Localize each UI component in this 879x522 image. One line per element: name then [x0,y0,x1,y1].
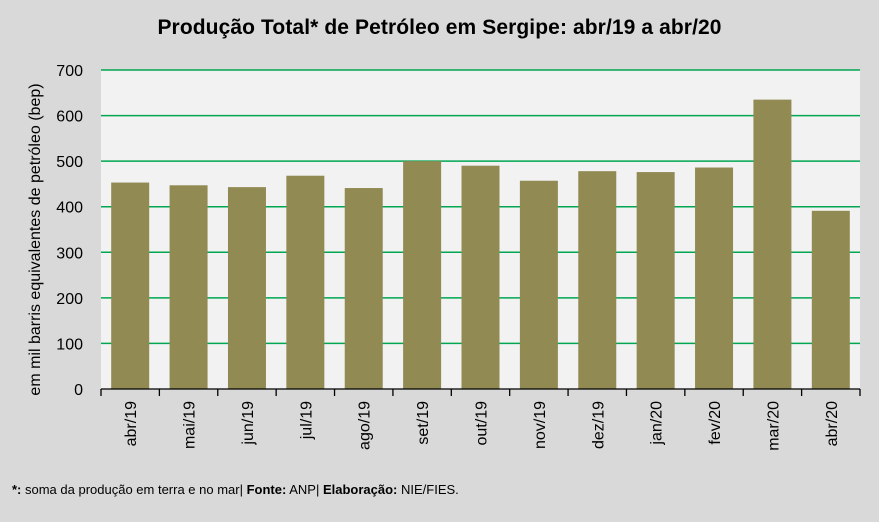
footnote-marker: *: [12,482,22,497]
footnote-credit-value: NIE/FIES. [397,482,459,497]
y-tick-label: 200 [56,291,83,308]
x-tick-label: abr/19 [123,401,140,446]
bar [461,165,500,389]
x-tick-label: nov/19 [532,401,549,449]
footnote-source-label: Fonte: [246,482,287,497]
x-tick-label: jul/19 [298,401,315,440]
y-tick-label: 100 [56,336,83,353]
bar [578,171,617,389]
y-tick-label: 0 [74,382,83,399]
bar [169,185,208,389]
x-tick-label: fev/20 [707,401,724,445]
x-tick-label: jun/19 [240,401,257,446]
footnote-credit-label: Elaboração: [322,482,398,497]
y-axis-label: em mil barris equivalentes de petróleo (… [27,83,44,395]
y-tick-label: 400 [56,200,83,217]
bar [403,161,442,389]
x-tick-label: dez/19 [590,401,607,449]
footnote-source-value: ANP| [286,482,323,497]
y-tick-label: 600 [56,109,83,126]
x-tick-label: set/19 [415,401,432,445]
x-tick-label: out/19 [474,401,491,446]
bar [344,188,383,389]
x-tick-label: mai/19 [182,401,199,449]
bar [695,167,734,389]
bar [111,182,150,389]
x-tick-labels: abr/19 mai/19 jun/19 jul/19 ago/19 set/19 out/… [123,401,841,451]
bar [753,99,792,389]
x-tick-label: ago/19 [357,401,374,450]
footnote-text: soma da produção em terra e no mar| [21,482,247,497]
bar [227,187,266,389]
x-tick-label: jan/20 [649,401,666,446]
y-tick-labels: 0 100 200 300 400 500 600 700 [56,63,83,399]
bars [111,99,850,389]
axes [100,388,861,396]
y-tick-label: 700 [56,63,83,80]
bar [636,172,675,389]
x-tick-label: abr/20 [824,401,841,446]
bar [811,210,850,389]
y-tick-label: 500 [56,154,83,171]
bar [519,180,558,389]
bar [286,175,325,389]
y-tick-label: 300 [56,245,83,262]
chart-title: Produção Total* de Petróleo em Sergipe: … [157,16,722,39]
footnote: *: soma da produção em terra e no mar| F… [12,482,459,497]
x-tick-label: mar/20 [765,401,782,451]
